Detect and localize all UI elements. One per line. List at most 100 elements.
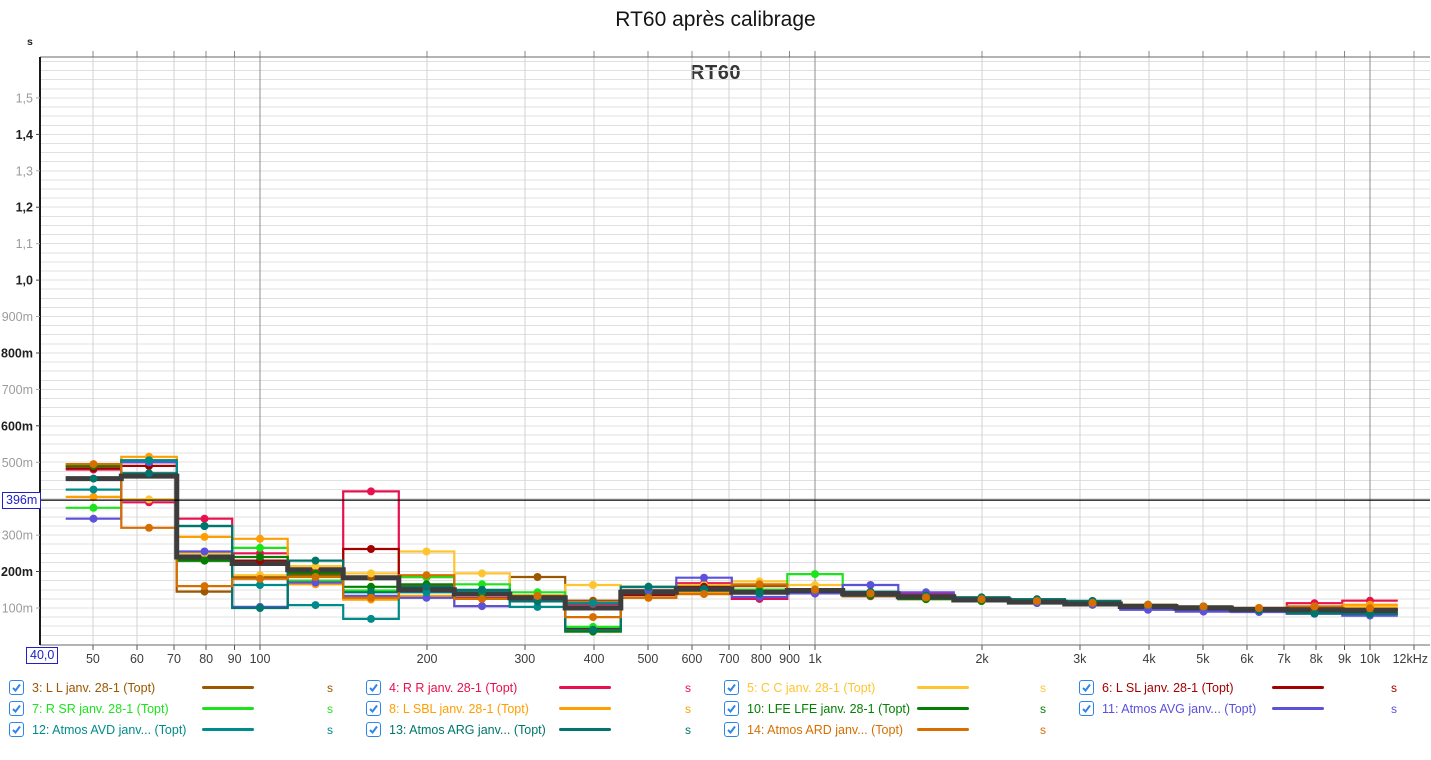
legend-item-7[interactable]: 7: R SR janv. 28-1 (Topt) s bbox=[6, 698, 363, 719]
check-icon bbox=[369, 704, 378, 713]
legend-unit: s bbox=[685, 701, 691, 716]
y-tick-label: 1,5 bbox=[16, 91, 33, 105]
legend-line-swatch bbox=[1272, 707, 1324, 710]
data-point bbox=[533, 573, 542, 581]
x-tick-label: 80 bbox=[199, 652, 213, 666]
legend-checkbox[interactable] bbox=[366, 680, 381, 695]
y-tick-label: 800m bbox=[1, 347, 33, 361]
cursor-frequency-readout: 40,0 bbox=[26, 647, 59, 664]
legend-item-4[interactable]: 4: R R janv. 28-1 (Topt) s bbox=[363, 677, 721, 698]
data-point bbox=[367, 614, 375, 623]
legend-label: 14: Atmos ARD janv... (Topt) bbox=[747, 722, 904, 737]
legend-label: 8: L SBL janv. 28-1 (Topt) bbox=[389, 701, 529, 716]
x-tick-label: 70 bbox=[167, 652, 181, 666]
legend-line-swatch bbox=[559, 686, 611, 689]
legend-checkbox[interactable] bbox=[9, 701, 24, 716]
data-point bbox=[367, 545, 375, 553]
x-tick-label: 4k bbox=[1142, 652, 1156, 666]
legend-checkbox[interactable] bbox=[1079, 701, 1094, 716]
legend-label: 11: Atmos AVG janv... (Topt) bbox=[1102, 701, 1257, 716]
data-point bbox=[1310, 602, 1319, 611]
data-point bbox=[533, 591, 542, 600]
data-point bbox=[311, 562, 320, 571]
legend-unit: s bbox=[327, 701, 333, 716]
x-tick-label: 400 bbox=[584, 652, 605, 666]
check-icon bbox=[369, 683, 378, 692]
legend-item-6[interactable]: 6: L SL janv. 28-1 (Topt) s bbox=[1076, 677, 1427, 698]
legend-item-8[interactable]: 8: L SBL janv. 28-1 (Topt) s bbox=[363, 698, 721, 719]
data-point bbox=[644, 582, 653, 591]
x-tick-label: 8k bbox=[1310, 652, 1324, 666]
data-point bbox=[811, 585, 819, 594]
data-point bbox=[89, 503, 98, 512]
x-tick-label: 700 bbox=[719, 652, 740, 666]
data-point bbox=[755, 580, 764, 589]
legend-item-3[interactable]: 3: L L janv. 28-1 (Topt) s bbox=[6, 677, 363, 698]
y-tick-label: 900m bbox=[2, 310, 33, 324]
legend-item-10[interactable]: 10: LFE LFE janv. 28-1 (Topt) s bbox=[721, 698, 1076, 719]
legend-item-13[interactable]: 13: Atmos ARG janv... (Topt) s bbox=[363, 719, 721, 740]
data-point bbox=[866, 581, 875, 589]
legend-line-swatch bbox=[202, 686, 254, 689]
legend-checkbox[interactable] bbox=[724, 722, 739, 737]
data-point bbox=[922, 593, 930, 602]
legend-item-14[interactable]: 14: Atmos ARD janv... (Topt) s bbox=[721, 719, 1076, 740]
legend-checkbox[interactable] bbox=[366, 722, 381, 737]
data-point bbox=[1310, 609, 1319, 618]
legend-checkbox[interactable] bbox=[366, 701, 381, 716]
x-tick-label: 9k bbox=[1338, 652, 1352, 666]
check-icon bbox=[12, 725, 21, 734]
data-point bbox=[200, 587, 209, 596]
data-point bbox=[256, 553, 264, 561]
series-points bbox=[89, 452, 1374, 636]
legend-checkbox[interactable] bbox=[9, 722, 24, 737]
check-icon bbox=[12, 683, 21, 692]
data-point bbox=[256, 581, 264, 589]
legend-checkbox[interactable] bbox=[724, 680, 739, 695]
legend-unit: s bbox=[685, 680, 691, 695]
data-point bbox=[89, 460, 98, 469]
legend-label: 7: R SR janv. 28-1 (Topt) bbox=[32, 701, 169, 716]
check-icon bbox=[727, 704, 736, 713]
data-point bbox=[478, 602, 486, 611]
data-point bbox=[367, 487, 375, 496]
legend-label: 13: Atmos ARG janv... (Topt) bbox=[389, 722, 546, 737]
legend-unit: s bbox=[1391, 701, 1397, 716]
data-point bbox=[533, 597, 542, 606]
data-point bbox=[200, 514, 209, 523]
check-icon bbox=[727, 683, 736, 692]
data-point bbox=[200, 532, 209, 541]
legend: 3: L L janv. 28-1 (Topt) s 4: R R janv. 28… bbox=[6, 677, 1427, 740]
data-point bbox=[422, 593, 431, 602]
y-axis-unit-label: s bbox=[27, 36, 33, 48]
data-point bbox=[422, 547, 431, 556]
data-point bbox=[311, 556, 320, 565]
legend-item-5[interactable]: 5: C C janv. 28-1 (Topt) s bbox=[721, 677, 1076, 698]
data-point bbox=[533, 602, 542, 611]
data-point bbox=[145, 523, 153, 532]
y-tick-label: 100m bbox=[2, 602, 33, 616]
data-point bbox=[367, 593, 375, 602]
data-point bbox=[977, 595, 986, 604]
legend-label: 10: LFE LFE janv. 28-1 (Topt) bbox=[747, 701, 911, 716]
legend-item-11[interactable]: 11: Atmos AVG janv... (Topt) s bbox=[1076, 698, 1427, 719]
check-icon bbox=[369, 725, 378, 734]
data-point bbox=[1366, 604, 1374, 613]
legend-checkbox[interactable] bbox=[9, 680, 24, 695]
data-point bbox=[1033, 597, 1041, 605]
legend-checkbox[interactable] bbox=[1079, 680, 1094, 695]
data-point bbox=[256, 574, 264, 583]
data-point bbox=[700, 590, 708, 599]
legend-label: 6: L SL janv. 28-1 (Topt) bbox=[1102, 680, 1234, 695]
chart-title: RT60 bbox=[690, 62, 741, 84]
data-point bbox=[811, 570, 819, 579]
legend-label: 3: L L janv. 28-1 (Topt) bbox=[32, 680, 156, 695]
x-tick-label: 90 bbox=[228, 652, 242, 666]
y-tick-label: 500m bbox=[2, 456, 33, 470]
legend-checkbox[interactable] bbox=[724, 701, 739, 716]
legend-item-12[interactable]: 12: Atmos AVD janv... (Topt) s bbox=[6, 719, 363, 740]
data-point bbox=[89, 474, 98, 483]
data-point bbox=[1088, 598, 1097, 607]
data-point bbox=[200, 556, 209, 565]
